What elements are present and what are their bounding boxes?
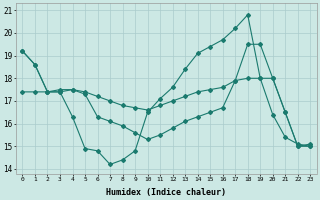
X-axis label: Humidex (Indice chaleur): Humidex (Indice chaleur) xyxy=(106,188,226,197)
